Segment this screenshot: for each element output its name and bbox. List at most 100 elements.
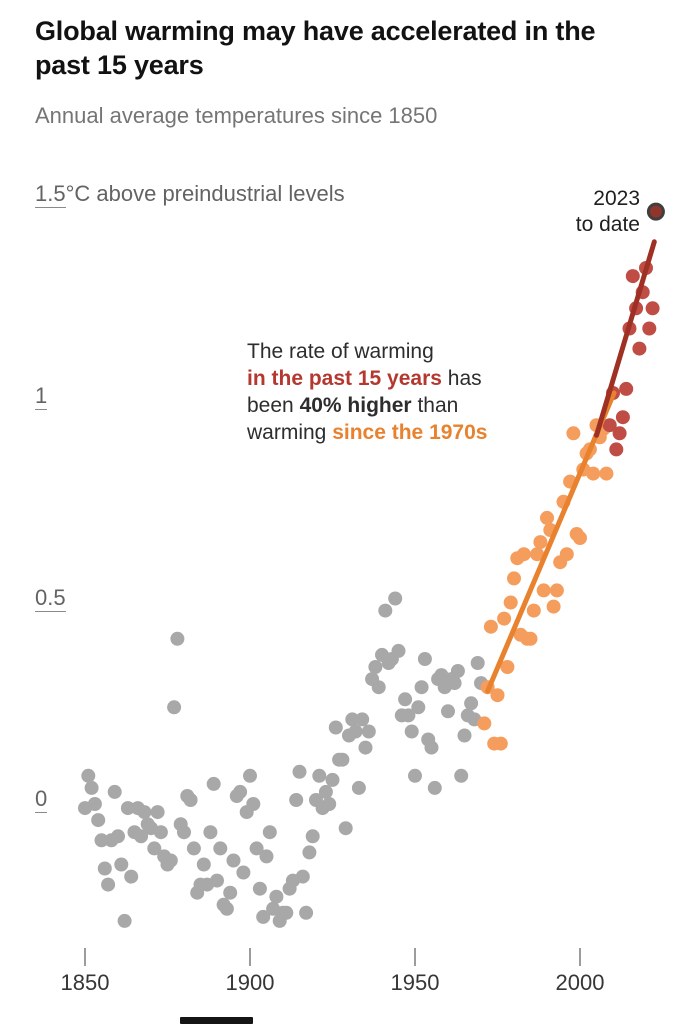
y-axis-label: 1 <box>35 383 48 410</box>
data-point <box>507 571 521 586</box>
data-point <box>243 768 257 783</box>
annotation-segment: warming <box>247 421 333 444</box>
data-point <box>483 619 498 634</box>
data-point <box>124 869 139 884</box>
data-point <box>335 752 350 767</box>
data-point <box>183 793 198 807</box>
data-point <box>236 865 251 880</box>
data-point <box>642 321 657 336</box>
data-point <box>249 841 264 856</box>
y-axis-label: 0.5 <box>35 584 66 612</box>
data-point <box>348 724 363 739</box>
data-point <box>256 909 271 924</box>
data-point <box>411 700 426 715</box>
x-axis-label: 2000 <box>555 970 605 995</box>
data-point <box>391 643 406 658</box>
data-point <box>226 853 241 868</box>
data-point <box>427 780 442 795</box>
data-point <box>137 805 152 820</box>
annotation-line: been 40% higher than <box>247 392 487 419</box>
data-point <box>497 611 512 626</box>
data-point <box>111 829 125 844</box>
data-point <box>358 740 373 755</box>
data-point <box>490 688 505 703</box>
data-point <box>632 341 647 356</box>
data-point <box>91 813 106 828</box>
data-point <box>408 768 422 783</box>
data-point <box>81 768 96 783</box>
data-point <box>477 716 492 731</box>
data-point <box>447 676 462 691</box>
data-point <box>549 583 564 598</box>
data-point <box>464 696 479 711</box>
data-point <box>163 853 178 868</box>
data-point <box>312 768 327 783</box>
data-point <box>404 724 419 739</box>
data-point <box>398 692 413 707</box>
x-axis-label: 1900 <box>225 970 275 995</box>
trend-line-orange_line <box>485 390 617 694</box>
annotation-line: warming since the 1970s <box>247 419 487 446</box>
data-point <box>150 805 165 820</box>
data-point <box>371 680 386 695</box>
page-title: Global warming may have accelerated in t… <box>35 16 596 80</box>
data-point <box>493 736 508 751</box>
y-axis-tick: 0 <box>35 786 48 813</box>
trend-line-red_line <box>594 239 657 438</box>
data-point <box>259 849 274 864</box>
data-point <box>441 704 455 719</box>
x-axis-label: 1950 <box>390 970 440 995</box>
annotation-segment: 40% higher <box>299 394 412 417</box>
data-point <box>114 857 129 872</box>
data-point <box>401 708 416 723</box>
data-point <box>612 426 627 441</box>
data-point <box>279 905 294 920</box>
annotation-rate-of-warming: The rate of warming in the past 15 years … <box>247 338 487 446</box>
data-point <box>233 784 248 799</box>
data-point <box>322 797 337 811</box>
y-axis-tick: 0.5 <box>35 584 66 612</box>
data-point <box>424 740 439 755</box>
data-point <box>134 829 149 844</box>
data-point <box>388 591 403 606</box>
data-point <box>338 821 353 836</box>
data-point <box>203 825 218 840</box>
data-point <box>361 724 376 739</box>
annotation-segment: in the past 15 years <box>247 367 442 390</box>
data-point <box>609 442 624 457</box>
annotation-segment: The rate of warming <box>247 340 434 363</box>
data-point <box>299 905 314 920</box>
data-point <box>368 660 383 674</box>
data-point <box>117 913 132 928</box>
data-point <box>252 881 267 896</box>
data-point <box>206 776 221 791</box>
data-point <box>210 873 224 888</box>
data-point <box>223 885 238 900</box>
data-point <box>107 784 122 799</box>
data-point <box>533 535 548 550</box>
data-point <box>516 547 531 562</box>
data-point <box>536 583 551 598</box>
data-point <box>526 603 541 618</box>
data-point <box>295 869 310 884</box>
data-point <box>351 780 366 795</box>
data-point <box>170 631 185 646</box>
y-axis-tick: 1 <box>35 383 48 410</box>
data-point <box>325 772 340 787</box>
annotation-2023: 2023 to date <box>500 186 640 238</box>
annotation-2023-year: 2023 <box>593 187 640 210</box>
annotation-segment: has <box>441 367 482 390</box>
data-point <box>559 547 574 562</box>
data-point <box>84 780 99 795</box>
data-point <box>470 656 485 670</box>
data-point <box>262 825 277 840</box>
x-axis-label: 1850 <box>60 970 110 995</box>
data-point <box>97 861 112 876</box>
data-point <box>619 381 634 396</box>
data-point <box>219 901 234 916</box>
data-point <box>120 801 135 816</box>
data-point <box>454 768 469 783</box>
data-point <box>302 845 317 860</box>
